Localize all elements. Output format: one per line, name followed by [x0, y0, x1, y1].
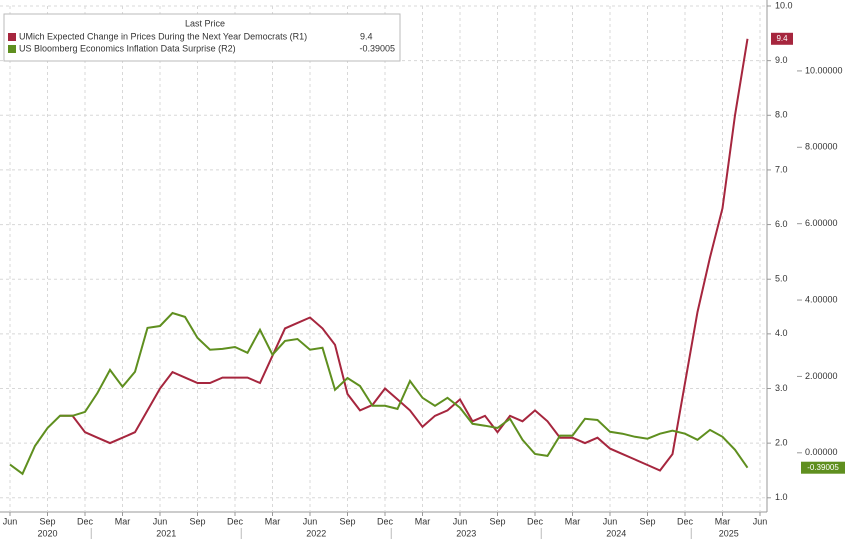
- legend: Last Price UMich Expected Change in Price…: [3, 13, 401, 62]
- y-tick-label: 4.0: [775, 328, 788, 338]
- x-tick-label: Jun: [453, 516, 468, 526]
- x-tick-label: Jun: [3, 516, 18, 526]
- x-tick-label: Sep: [639, 516, 655, 526]
- y2-tick-label: 10.00000: [805, 65, 843, 75]
- flag-box: [801, 461, 845, 474]
- x-tick-label: Jun: [753, 516, 768, 526]
- y2-tick-label: 8.00000: [805, 142, 838, 152]
- y-tick-label: 5.0: [775, 274, 788, 284]
- y2-tick-label: 0.00000: [805, 447, 838, 457]
- legend-label: UMich Expected Change in Prices During t…: [19, 31, 307, 41]
- last-value-flag: 9.4: [771, 32, 793, 45]
- x-tick-label: Dec: [377, 516, 394, 526]
- series-line: [9, 311, 749, 476]
- y2-tick-label: 4.00000: [805, 294, 838, 304]
- x-tick-label: Dec: [77, 516, 94, 526]
- x-tick-label: Mar: [715, 516, 731, 526]
- y-tick-label: 3.0: [775, 383, 788, 393]
- x-tick-label: Mar: [415, 516, 431, 526]
- y2-tick-label: 2.00000: [805, 371, 838, 381]
- x-tick-label: Sep: [339, 516, 355, 526]
- x-tick-label: Dec: [227, 516, 244, 526]
- x-tick-label: Jun: [303, 516, 318, 526]
- year-label: 2021: [156, 528, 176, 538]
- legend-swatch: [8, 45, 16, 53]
- legend-last-value: 9.4: [360, 31, 373, 41]
- legend-header: Last Price: [185, 18, 225, 28]
- year-label: 2022: [306, 528, 326, 538]
- y-tick-label: 7.0: [775, 164, 788, 174]
- y-tick-label: 1.0: [775, 492, 788, 502]
- flag-label: 9.4: [776, 34, 788, 43]
- x-tick-label: Mar: [565, 516, 581, 526]
- y2-tick-label: 6.00000: [805, 218, 838, 228]
- y-tick-label: 6.0: [775, 219, 788, 229]
- x-tick-label: Sep: [489, 516, 505, 526]
- x-tick-label: Dec: [527, 516, 544, 526]
- year-label: 2023: [456, 528, 476, 538]
- x-tick-label: Dec: [677, 516, 694, 526]
- legend-last-value: -0.39005: [359, 43, 395, 53]
- series-line: [60, 38, 749, 472]
- x-tick-label: Sep: [189, 516, 205, 526]
- x-tick-label: Jun: [603, 516, 618, 526]
- y-tick-label: 8.0: [775, 110, 788, 120]
- legend-swatch: [8, 33, 16, 41]
- y-tick-label: 9.0: [775, 55, 788, 65]
- x-tick-label: Sep: [39, 516, 55, 526]
- y-tick-label: 10.0: [775, 0, 793, 10]
- flag-box: [771, 32, 793, 45]
- flag-label: -0.39005: [807, 463, 839, 472]
- year-label: 2025: [719, 528, 739, 538]
- year-label: 2020: [37, 528, 57, 538]
- year-label: 2024: [606, 528, 626, 538]
- last-value-flag: -0.39005: [801, 461, 845, 474]
- x-tick-label: Mar: [115, 516, 131, 526]
- legend-box: [3, 13, 401, 62]
- x-tick-label: Mar: [265, 516, 281, 526]
- legend-label: US Bloomberg Economics Inflation Data Su…: [19, 43, 236, 53]
- y-tick-label: 2.0: [775, 438, 788, 448]
- x-tick-label: Jun: [153, 516, 168, 526]
